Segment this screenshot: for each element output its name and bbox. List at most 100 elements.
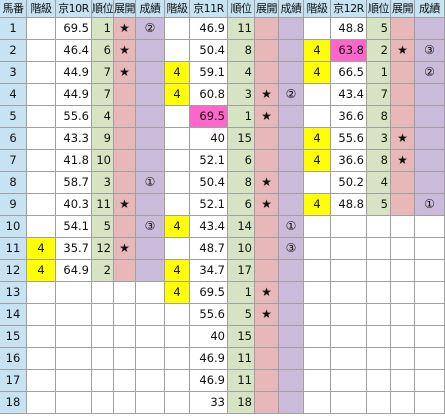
cell-score[interactable]: 64.9: [56, 260, 92, 282]
cell-seiseki[interactable]: [415, 238, 445, 260]
cell-rank[interactable]: [92, 326, 114, 348]
header-seiseki[interactable]: 成績: [136, 0, 165, 18]
horse-number[interactable]: 11: [0, 238, 27, 260]
cell-tenkai[interactable]: [255, 62, 279, 84]
cell-kaikyu[interactable]: [27, 18, 56, 40]
cell-tenkai[interactable]: [255, 128, 279, 150]
cell-tenkai[interactable]: [255, 392, 279, 414]
cell-tenkai[interactable]: [391, 348, 415, 370]
cell-rank[interactable]: 1: [228, 282, 255, 304]
cell-tenkai[interactable]: [114, 260, 136, 282]
cell-tenkai[interactable]: [255, 150, 279, 172]
cell-tenkai[interactable]: [114, 128, 136, 150]
cell-tenkai[interactable]: ★: [114, 40, 136, 62]
horse-number[interactable]: 3: [0, 62, 27, 84]
cell-seiseki[interactable]: [415, 370, 445, 392]
header-rank[interactable]: 順位: [367, 0, 391, 18]
cell-tenkai[interactable]: [391, 238, 415, 260]
cell-rank[interactable]: [367, 282, 391, 304]
cell-kaikyu[interactable]: [304, 106, 331, 128]
header-seiseki[interactable]: 成績: [415, 0, 445, 18]
cell-seiseki[interactable]: ②: [279, 84, 304, 106]
cell-tenkai[interactable]: [391, 62, 415, 84]
cell-score[interactable]: 50.4: [190, 40, 228, 62]
cell-tenkai[interactable]: [114, 106, 136, 128]
cell-rank[interactable]: [367, 370, 391, 392]
cell-tenkai[interactable]: [114, 172, 136, 194]
horse-number[interactable]: 16: [0, 348, 27, 370]
cell-seiseki[interactable]: [279, 392, 304, 414]
cell-score[interactable]: 46.9: [190, 18, 228, 40]
cell-seiseki[interactable]: [279, 370, 304, 392]
cell-score[interactable]: 36.6: [331, 150, 367, 172]
cell-kaikyu[interactable]: [27, 282, 56, 304]
cell-seiseki[interactable]: [136, 194, 165, 216]
cell-score[interactable]: 48.8: [331, 194, 367, 216]
cell-seiseki[interactable]: [279, 260, 304, 282]
cell-seiseki[interactable]: [279, 18, 304, 40]
cell-seiseki[interactable]: ①: [136, 172, 165, 194]
cell-seiseki[interactable]: [279, 194, 304, 216]
header-kaikyu[interactable]: 階級: [304, 0, 331, 18]
cell-score[interactable]: 43.4: [331, 84, 367, 106]
cell-rank[interactable]: 5: [367, 194, 391, 216]
cell-kaikyu[interactable]: 4: [304, 40, 331, 62]
header-score[interactable]: 京12R: [331, 0, 367, 18]
cell-score[interactable]: [331, 370, 367, 392]
cell-seiseki[interactable]: [136, 40, 165, 62]
cell-score[interactable]: 40.3: [56, 194, 92, 216]
cell-kaikyu[interactable]: [165, 128, 190, 150]
cell-tenkai[interactable]: ★: [114, 194, 136, 216]
cell-rank[interactable]: 11: [92, 194, 114, 216]
cell-score[interactable]: 35.7: [56, 238, 92, 260]
cell-tenkai[interactable]: [114, 150, 136, 172]
cell-rank[interactable]: 1: [228, 106, 255, 128]
cell-score[interactable]: 46.9: [190, 348, 228, 370]
cell-tenkai[interactable]: [114, 304, 136, 326]
cell-rank[interactable]: 11: [228, 370, 255, 392]
cell-score[interactable]: [56, 392, 92, 414]
cell-rank[interactable]: 14: [228, 216, 255, 238]
cell-tenkai[interactable]: ★: [114, 62, 136, 84]
cell-rank[interactable]: [367, 238, 391, 260]
cell-score[interactable]: [56, 282, 92, 304]
cell-score[interactable]: 54.1: [56, 216, 92, 238]
cell-rank[interactable]: 2: [367, 40, 391, 62]
cell-kaikyu[interactable]: [27, 348, 56, 370]
cell-rank[interactable]: 1: [92, 18, 114, 40]
cell-kaikyu[interactable]: [304, 348, 331, 370]
cell-score[interactable]: [331, 238, 367, 260]
horse-number[interactable]: 18: [0, 392, 27, 414]
cell-kaikyu[interactable]: [304, 304, 331, 326]
cell-seiseki[interactable]: ①: [279, 216, 304, 238]
cell-seiseki[interactable]: ③: [279, 238, 304, 260]
cell-score[interactable]: 69.5: [190, 106, 228, 128]
cell-score[interactable]: 63.8: [331, 40, 367, 62]
horse-number[interactable]: 10: [0, 216, 27, 238]
cell-rank[interactable]: 7: [92, 84, 114, 106]
cell-rank[interactable]: [367, 216, 391, 238]
cell-rank[interactable]: 4: [92, 106, 114, 128]
cell-rank[interactable]: 11: [228, 348, 255, 370]
cell-kaikyu[interactable]: [304, 260, 331, 282]
cell-rank[interactable]: 6: [92, 40, 114, 62]
cell-kaikyu[interactable]: [304, 84, 331, 106]
cell-rank[interactable]: [367, 392, 391, 414]
cell-rank[interactable]: 4: [367, 172, 391, 194]
cell-tenkai[interactable]: ★: [114, 238, 136, 260]
cell-rank[interactable]: 7: [367, 84, 391, 106]
cell-kaikyu[interactable]: [165, 326, 190, 348]
cell-score[interactable]: 41.8: [56, 150, 92, 172]
horse-number[interactable]: 5: [0, 106, 27, 128]
cell-seiseki[interactable]: [415, 216, 445, 238]
cell-score[interactable]: 52.1: [190, 194, 228, 216]
header-kaikyu[interactable]: 階級: [27, 0, 56, 18]
cell-seiseki[interactable]: ③: [415, 40, 445, 62]
cell-score[interactable]: [56, 348, 92, 370]
cell-score[interactable]: [331, 392, 367, 414]
cell-seiseki[interactable]: [415, 150, 445, 172]
cell-rank[interactable]: 18: [228, 392, 255, 414]
cell-rank[interactable]: [92, 304, 114, 326]
cell-rank[interactable]: [92, 370, 114, 392]
cell-seiseki[interactable]: [279, 348, 304, 370]
